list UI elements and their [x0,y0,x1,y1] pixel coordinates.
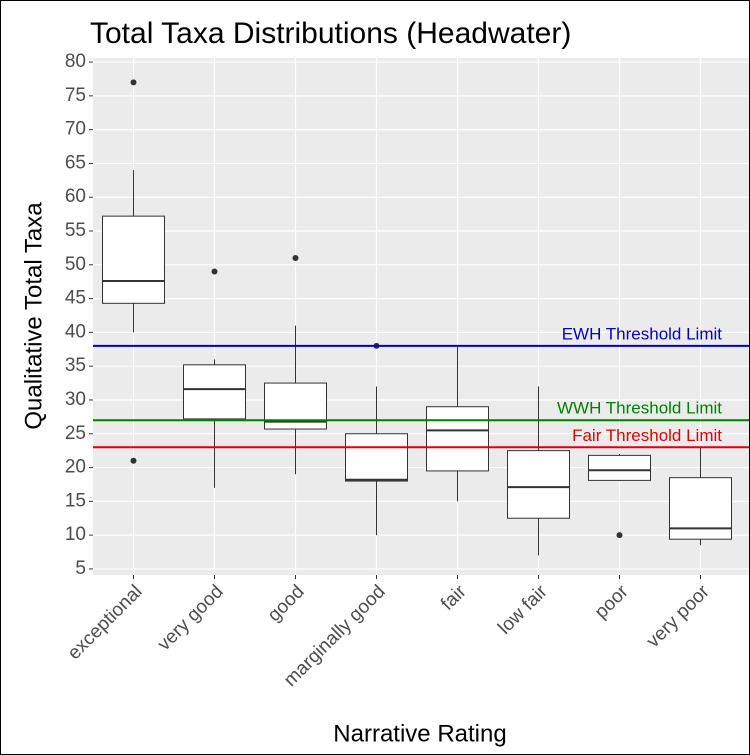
box [102,215,165,304]
y-tick-label: 35 [65,355,86,376]
outlier [292,255,299,262]
threshold-label: WWH Threshold Limit [557,399,722,418]
y-tick-label: 50 [65,254,86,275]
panel [93,58,749,575]
outlier [130,79,137,86]
y-tick-label: 55 [65,220,86,241]
outlier [211,268,218,275]
y-tick-label: 30 [65,389,86,410]
outlier [616,532,623,539]
y-tick-label: 80 [65,51,86,72]
y-tick-label: 10 [65,524,86,545]
y-tick-label: 20 [65,457,86,478]
box [345,433,408,482]
threshold-label: EWH Threshold Limit [562,324,723,343]
y-tick-label: 15 [65,490,86,511]
box [426,406,489,472]
y-tick-label: 65 [65,152,86,173]
box [183,364,246,420]
chart-title: Total Taxa Distributions (Headwater) [90,17,571,50]
outlier [130,457,137,464]
box [669,477,732,540]
y-tick-label: 75 [65,85,86,106]
y-tick-label: 60 [65,186,86,207]
y-tick-label: 25 [65,423,86,444]
x-axis-label: Narrative Rating [333,720,506,747]
y-axis-label: Qualitative Total Taxa [20,202,47,430]
box [507,450,570,519]
box [588,454,651,481]
y-tick-label: 45 [65,288,86,309]
threshold-label: Fair Threshold Limit [572,426,722,445]
y-tick-label: 70 [65,119,86,140]
y-tick-label: 5 [75,558,86,579]
y-tick-label: 40 [65,321,86,342]
